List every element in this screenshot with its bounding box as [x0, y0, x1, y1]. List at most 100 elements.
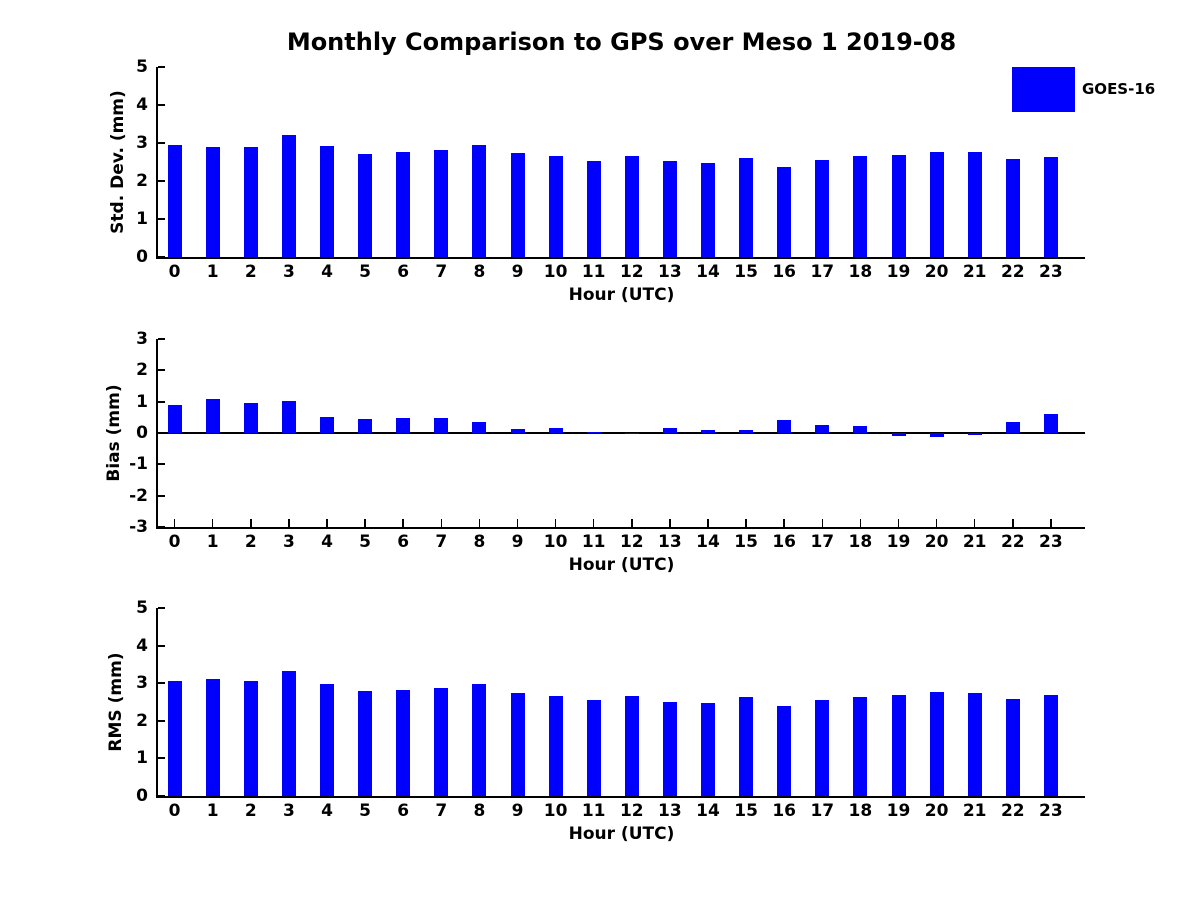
- bar-rms-h5: [358, 691, 373, 796]
- bar-bias-h1: [205, 399, 220, 433]
- x-tick: [973, 519, 976, 527]
- x-tick-label: 23: [1039, 801, 1063, 821]
- bar-bias-h7: [434, 417, 449, 433]
- x-tick-label: 2: [244, 801, 257, 821]
- bar-std-h10: [548, 156, 563, 257]
- x-tick-label: 0: [168, 532, 181, 552]
- y-axis-spine: [156, 67, 158, 259]
- x-tick-label: 10: [543, 532, 568, 552]
- x-tick-label: 1: [206, 532, 219, 552]
- y-tick-label: 1: [136, 391, 148, 412]
- bar-rms-h3: [281, 670, 296, 796]
- x-tick-label: 12: [619, 801, 644, 821]
- x-tick-label: 3: [282, 262, 295, 282]
- y-tick: [158, 369, 165, 372]
- x-tick: [1012, 519, 1014, 527]
- x-tick-label: 16: [772, 532, 797, 552]
- y-tick: [158, 142, 165, 144]
- x-tick-label: 7: [435, 801, 448, 821]
- bar-std-h3: [281, 135, 296, 257]
- bar-rms-h23: [1043, 695, 1058, 796]
- x-tick-label: 10: [543, 262, 568, 282]
- bar-bias-h15: [739, 430, 754, 433]
- bar-bias-h13: [662, 428, 677, 433]
- bar-std-h0: [167, 144, 182, 257]
- x-tick-label: 6: [397, 262, 410, 282]
- x-tick-label: 13: [658, 801, 682, 821]
- x-tick: [440, 519, 443, 527]
- x-tick: [402, 519, 404, 527]
- legend-swatch: [1012, 67, 1075, 112]
- x-tick: [554, 519, 557, 527]
- bar-bias-h21: [967, 433, 982, 436]
- bar-rms-h10: [548, 695, 563, 796]
- y-tick-label: 0: [136, 786, 148, 806]
- bar-std-h22: [1005, 158, 1020, 257]
- bar-bias-h11: [586, 431, 601, 433]
- y-tick: [158, 180, 165, 182]
- y-tick-label: 2: [136, 710, 148, 731]
- x-tick: [516, 519, 519, 527]
- bar-bias-h4: [320, 416, 334, 433]
- bar-bias-h10: [548, 427, 563, 433]
- x-tick-label: 20: [924, 801, 949, 821]
- bar-bias-h20: [929, 433, 944, 438]
- x-tick: [250, 519, 252, 527]
- x-tick-label: 15: [734, 801, 758, 821]
- bar-std-h12: [624, 155, 639, 257]
- x-tick-label: 12: [619, 532, 644, 552]
- x-tick-label: 18: [848, 262, 873, 282]
- x-tick-label: 9: [511, 262, 524, 282]
- y-tick: [158, 218, 165, 220]
- bar-std-h18: [853, 156, 868, 257]
- x-tick: [211, 519, 214, 527]
- bar-bias-h0: [167, 405, 182, 433]
- bar-bias-h12: [624, 433, 639, 435]
- x-tick-label: 5: [359, 801, 372, 821]
- bar-rms-h13: [662, 702, 677, 796]
- x-tick-label: 21: [962, 532, 987, 552]
- x-tick-label: 23: [1039, 532, 1063, 552]
- x-tick-label: 0: [168, 801, 181, 821]
- bar-rms-h2: [243, 680, 258, 796]
- x-tick: [478, 519, 481, 527]
- y-tick: [158, 432, 165, 434]
- bar-std-h5: [358, 153, 373, 257]
- y-tick: [158, 607, 165, 609]
- x-tick-label: 20: [924, 262, 949, 282]
- bar-rms-h14: [701, 703, 715, 796]
- bar-std-h9: [510, 152, 525, 257]
- x-tick-label: 0: [168, 262, 181, 282]
- x-tick-label: 8: [473, 262, 486, 282]
- x-tick: [897, 519, 900, 527]
- x-tick-label: 5: [359, 532, 372, 552]
- x-tick: [783, 519, 785, 527]
- y-tick: [158, 644, 165, 647]
- bar-rms-h4: [320, 684, 334, 796]
- bar-std-h7: [434, 149, 449, 257]
- y-tick-label: 2: [136, 360, 148, 381]
- x-tick-label: 19: [886, 262, 911, 282]
- x-tick-label: 20: [924, 532, 949, 552]
- x-tick: [935, 519, 938, 527]
- y-tick: [158, 66, 165, 68]
- x-tick-label: 21: [962, 801, 987, 821]
- x-tick-label: 16: [772, 801, 797, 821]
- bar-bias-h18: [853, 426, 868, 433]
- bar-rms-h8: [472, 684, 487, 796]
- x-tick-label: 22: [1000, 532, 1025, 552]
- x-tick: [859, 519, 862, 527]
- x-tick-label: 4: [321, 532, 333, 552]
- y-tick-label: 5: [136, 57, 148, 77]
- x-tick: [745, 519, 747, 527]
- bar-std-h17: [815, 159, 830, 257]
- bar-rms-h20: [929, 691, 944, 796]
- zero-line: [158, 432, 1085, 434]
- bar-rms-h18: [853, 697, 868, 796]
- bar-std-h21: [967, 152, 982, 257]
- x-tick-label: 1: [206, 801, 219, 821]
- bar-rms-h17: [815, 699, 830, 796]
- x-tick-label: 17: [810, 262, 835, 282]
- x-tick: [669, 519, 671, 527]
- bar-std-h19: [891, 154, 906, 257]
